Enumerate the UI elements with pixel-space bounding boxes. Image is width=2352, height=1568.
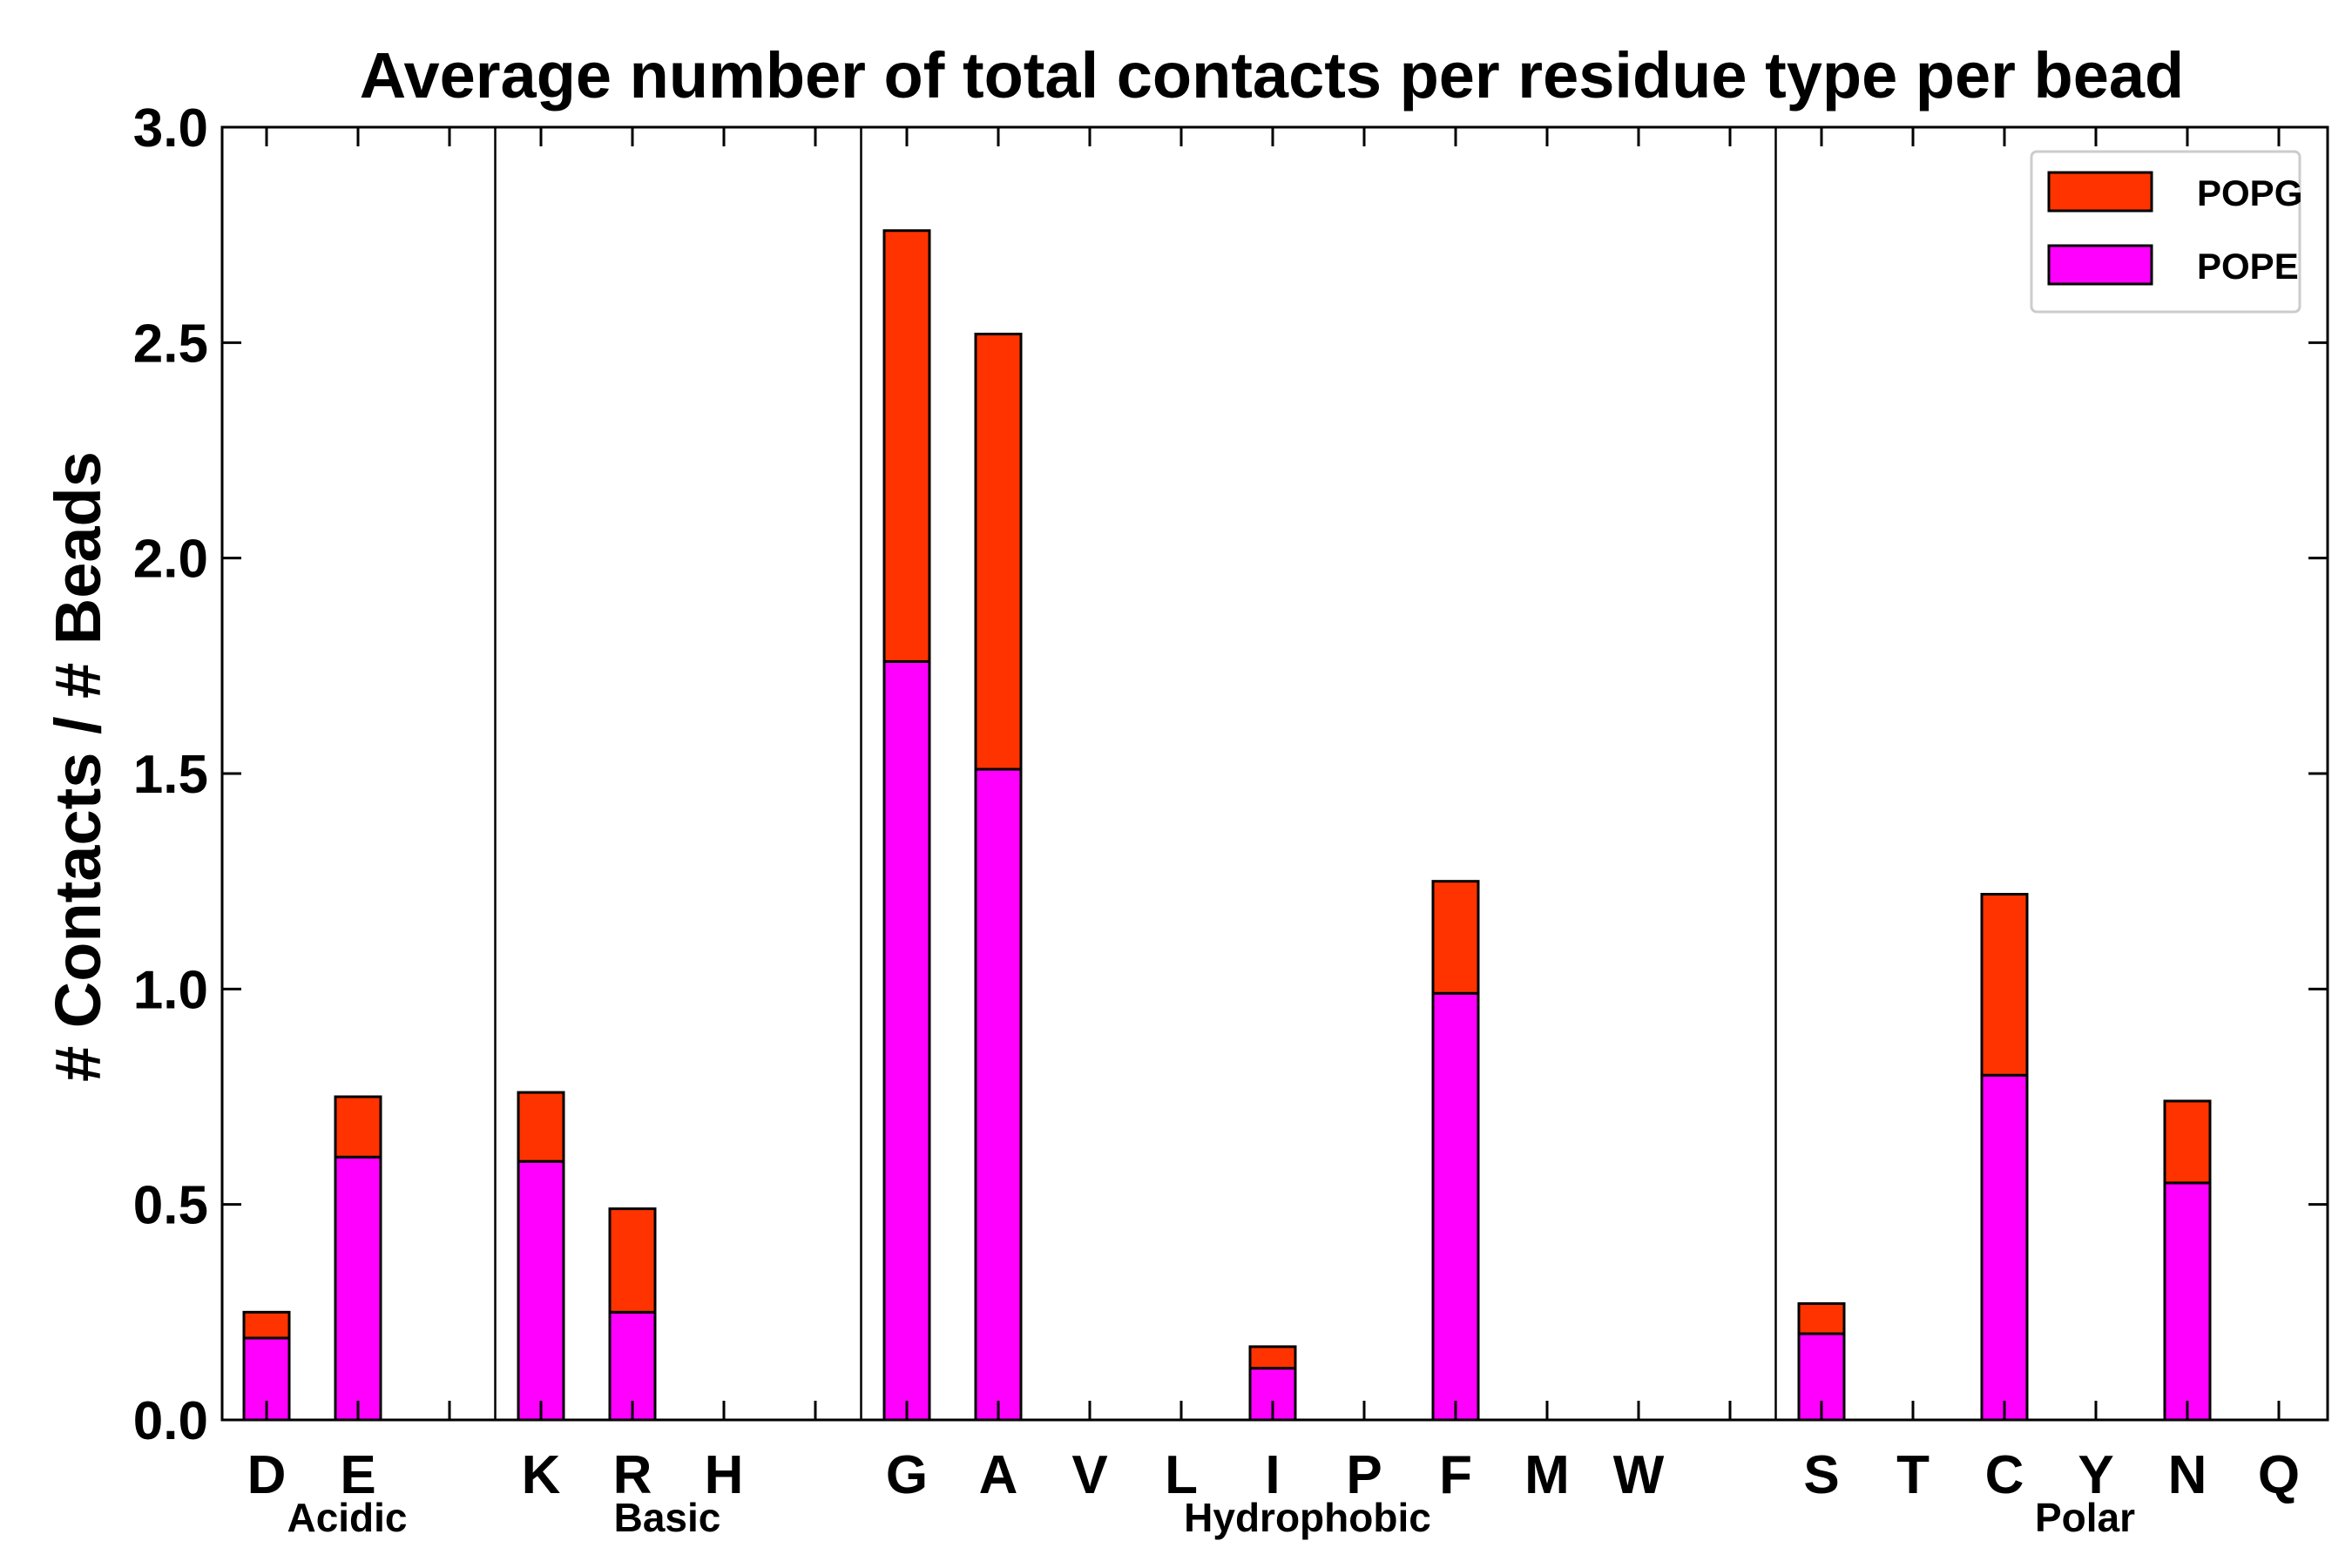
x-tick-label: S (1803, 1445, 1839, 1505)
x-tick-label: H (705, 1445, 744, 1505)
bar-pope-g (882, 659, 931, 1422)
bar-popg-r (608, 1207, 657, 1314)
group-label-polar: Polar (2035, 1495, 2135, 1540)
bar-popg-k (517, 1091, 565, 1163)
bar-popg-i (1248, 1345, 1297, 1370)
bar-pope-n (2163, 1181, 2212, 1422)
bar-popg-n (2163, 1099, 2212, 1185)
x-tick-label: Q (2258, 1445, 2300, 1505)
bar-popg-c (1980, 893, 2029, 1077)
x-tick-label: E (340, 1445, 375, 1505)
plot-area: 0.0 0.5 1.0 1.5 2.0 2.5 3.0 D E K R H G A V L I P F M W S T C Y N… (133, 98, 2329, 1540)
x-tick-label: I (1265, 1445, 1280, 1505)
legend-label-popg: POPG (2197, 172, 2302, 213)
x-tick-label: Y (2078, 1445, 2113, 1505)
bar-popg-s (1797, 1301, 1846, 1335)
y-tick-label: 3.0 (133, 98, 208, 159)
y-tick-label: 2.0 (133, 530, 208, 590)
x-tick-label: P (1346, 1445, 1382, 1505)
group-label-basic: Basic (614, 1495, 721, 1540)
x-tick-label: L (1165, 1445, 1198, 1505)
y-tick-label: 1.0 (133, 960, 208, 1020)
y-tick-label: 2.5 (133, 314, 208, 374)
chart-title: Average number of total contacts per res… (360, 39, 2184, 112)
bar-pope-e (334, 1155, 382, 1422)
x-tick-label: T (1896, 1445, 1930, 1505)
legend: POPG POPE (2030, 150, 2302, 314)
x-tick-label: F (1439, 1445, 1472, 1505)
bar-popg-g (882, 229, 931, 663)
y-axis-label: # Contacts / # Beads (42, 451, 114, 1082)
y-tick-label: 0.5 (133, 1176, 208, 1236)
bar-popg-e (334, 1095, 382, 1159)
x-tick-label: N (2168, 1445, 2207, 1505)
x-tick-label: K (522, 1445, 561, 1505)
y-tick-label: 0.0 (133, 1391, 208, 1451)
x-tick-label: C (1985, 1445, 2024, 1505)
x-tick-label: V (1071, 1445, 1107, 1505)
x-tick-label: M (1524, 1445, 1570, 1505)
bar-popg-d (242, 1310, 291, 1340)
x-tick-label: D (247, 1445, 287, 1505)
bar-pope-k (517, 1159, 565, 1422)
legend-swatch-pope (2047, 244, 2153, 286)
y-tick-label: 1.5 (133, 745, 208, 805)
legend-swatch-popg (2047, 171, 2153, 213)
bar-pope-f (1431, 991, 1480, 1422)
x-tick-label: A (979, 1445, 1018, 1505)
bar-popg-a (974, 332, 1023, 771)
x-tick-label: G (886, 1445, 928, 1505)
bar-popg-f (1431, 880, 1480, 995)
x-tick-label: W (1613, 1445, 1665, 1505)
group-label-hydrophobic: Hydrophobic (1184, 1495, 1431, 1540)
group-label-acidic: Acidic (287, 1495, 407, 1540)
legend-label-pope: POPE (2197, 246, 2299, 287)
bar-pope-c (1980, 1073, 2029, 1422)
x-tick-label: R (613, 1445, 652, 1505)
bar-pope-a (974, 767, 1023, 1422)
